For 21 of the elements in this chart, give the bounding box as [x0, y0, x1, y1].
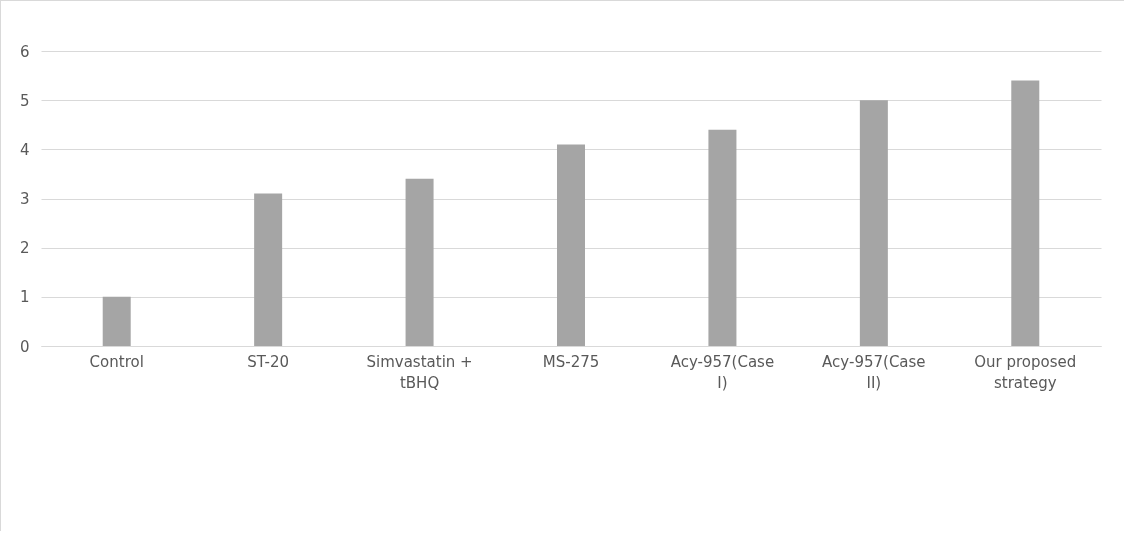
y-tick-label: 2 — [19, 239, 30, 258]
y-tick-label: 6 — [19, 42, 30, 61]
x-tick-label: MS-275 — [542, 352, 600, 371]
x-tick-label: Acy-957(Case II) — [822, 352, 926, 392]
bar — [405, 178, 434, 346]
x-tick-label: Acy-957(Case I) — [670, 352, 775, 392]
y-tick-label: 4 — [19, 140, 30, 159]
bar — [102, 296, 131, 346]
y-tick-label: 1 — [19, 288, 30, 307]
x-tick-label: Control — [89, 352, 144, 371]
bar — [254, 193, 283, 346]
x-tick-label: Our proposed strategy — [974, 352, 1077, 392]
bar — [708, 129, 737, 346]
y-tick-label: 0 — [19, 337, 30, 356]
x-tick-label: ST-20 — [247, 352, 290, 371]
bar — [859, 100, 888, 346]
bar — [1011, 80, 1040, 346]
y-tick-label: 5 — [19, 91, 30, 110]
bar — [557, 144, 585, 346]
x-tick-label: Simvastatin + tBHQ — [366, 352, 473, 392]
y-tick-label: 3 — [19, 190, 30, 208]
